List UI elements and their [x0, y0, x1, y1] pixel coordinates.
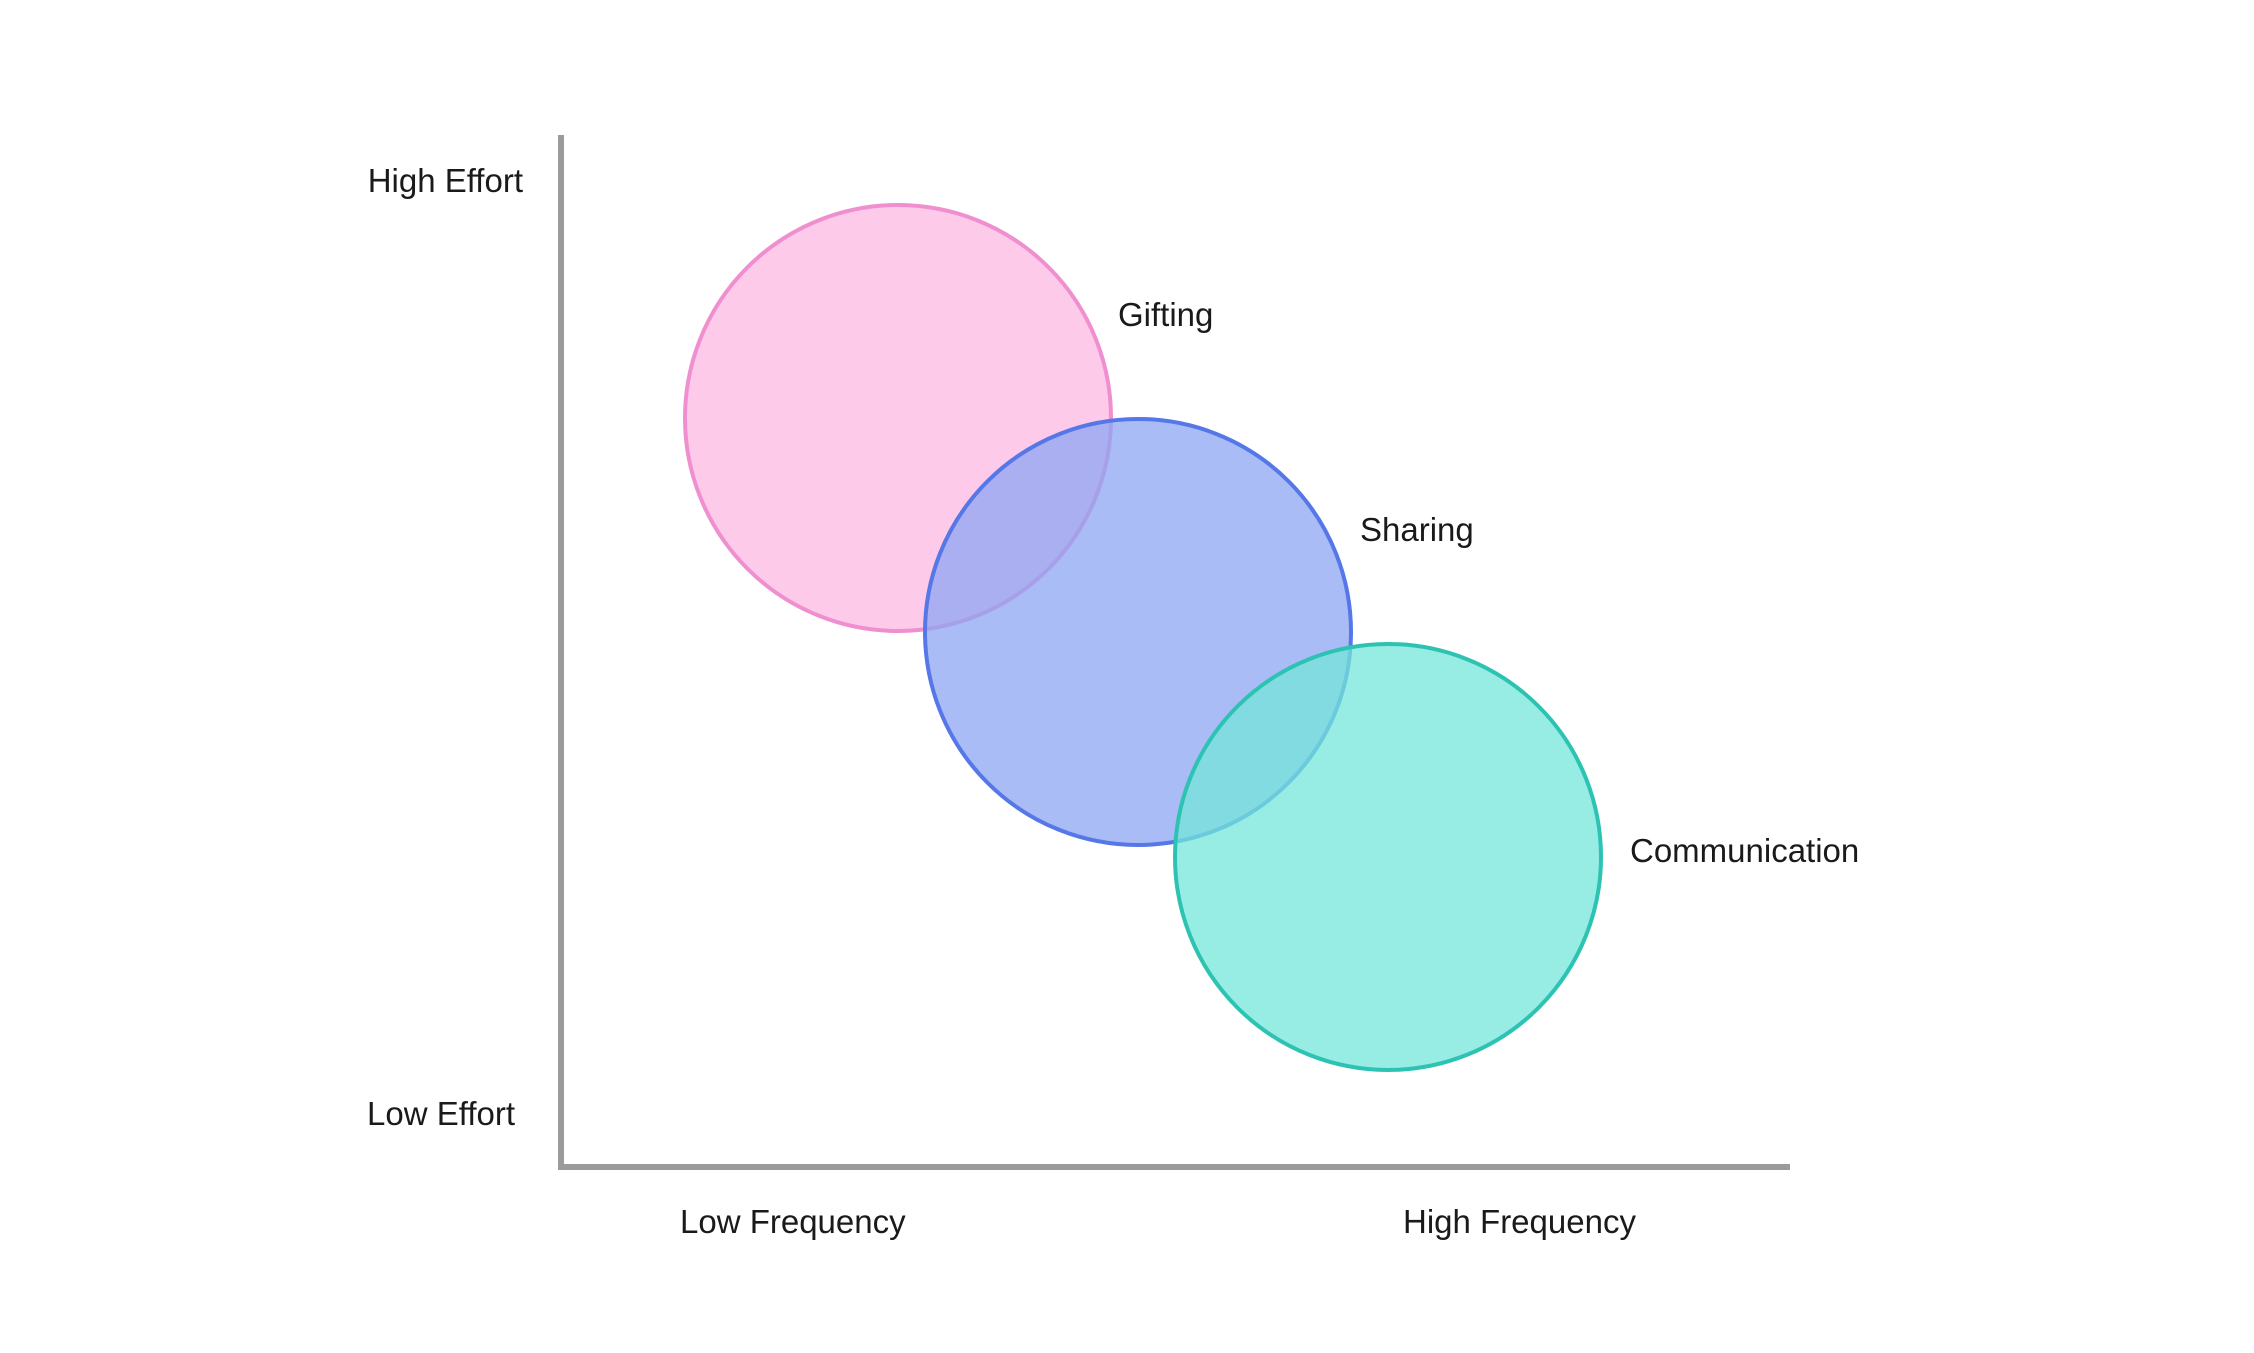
x-axis-high-label: High Frequency — [1403, 1203, 1636, 1240]
bubble-communication — [1173, 642, 1603, 1072]
x-axis-low-label: Low Frequency — [680, 1203, 906, 1240]
bubble-layer — [683, 203, 1603, 1072]
bubble-label-sharing: Sharing — [1360, 511, 1474, 548]
y-axis-high-label: High Effort — [368, 162, 523, 199]
bubble-label-gifting: Gifting — [1118, 296, 1213, 333]
y-axis-low-label: Low Effort — [367, 1095, 515, 1132]
bubble-label-communication: Communication — [1630, 832, 1859, 869]
